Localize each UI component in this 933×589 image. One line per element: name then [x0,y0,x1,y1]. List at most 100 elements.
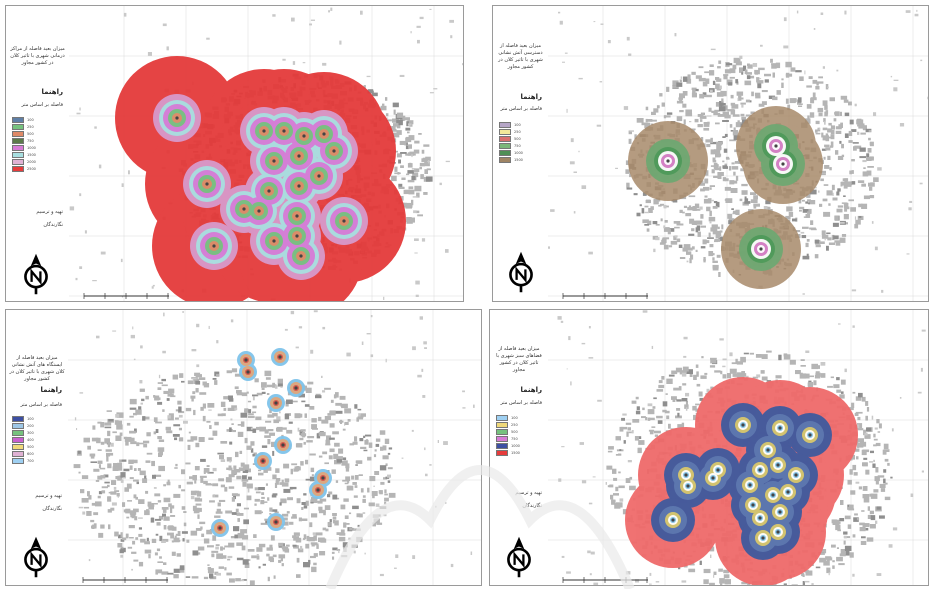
facility-point [748,483,752,487]
facility-point [342,219,346,223]
legend-label: 200 [27,423,34,428]
facility-point [218,526,222,530]
facility-point [686,484,690,488]
legend-item: 100 [496,414,520,421]
map-title: میزان بعید فاصله از مراکز درمانی شهری با… [10,46,65,66]
legend-label: 500 [514,136,521,141]
credit: تهیه و ترسیم نگارندگان [515,490,542,509]
facility-point [332,149,336,153]
legend-item: 250 [12,123,36,130]
legend-label: 500 [27,444,34,449]
legend-item: 2000 [12,158,36,165]
legend-swatch [12,137,24,144]
scale-bar [562,293,648,299]
map-panel-bottom-left: میزان بعید فاصله از ایستگاه های آتش نشان… [5,309,482,586]
facility-point [278,355,282,359]
facility-point [274,520,278,524]
legend-label: 1500 [514,157,523,162]
buffer-ring-layer [163,104,358,270]
legend-swatch [496,435,508,442]
legend-list: 100 250 500 750 1000 1500 [499,121,523,163]
legend-label: 1000 [511,443,520,448]
legend-heading: راهنما [40,386,62,394]
facility-point [261,459,265,463]
north-arrow-icon [507,536,531,578]
legend-list: 100 200 300 400 500 600 700 [12,415,34,464]
credit: تهیه و ترسیم نگارندگان [36,209,63,228]
facility-point [321,476,325,480]
facility-point [684,473,688,477]
facility-point [246,370,250,374]
legend-item: 750 [496,435,520,442]
facility-point [242,207,246,211]
legend-label: 500 [511,429,518,434]
facility-point [262,129,266,133]
legend-label: 2000 [27,159,36,164]
scale-bar [83,293,169,299]
credit-line: تهیه و ترسیم [36,209,63,215]
map-canvas [68,310,481,585]
north-arrow-icon [509,251,533,293]
facility-point [776,530,780,534]
urban-area [73,310,475,585]
legend-swatch [12,436,24,443]
facility-point [666,159,670,163]
map-title: میزان بعید فاصله از دسترسی آتش نشانی شهر… [498,43,543,70]
legend-list: 100 250 500 750 1000 1500 [496,414,520,456]
legend-item: 1500 [499,156,523,163]
legend-heading: راهنما [520,386,542,394]
facility-point [711,476,715,480]
facility-point [282,129,286,133]
buffer-ring-layer [658,136,793,259]
north-arrow-icon [24,253,48,295]
legend-sidebar: میزان بعید فاصله از دسترسی آتش نشانی شهر… [493,6,549,301]
facility-point [774,144,778,148]
facility-point [281,443,285,447]
legend-label: 750 [27,138,34,143]
facility-point [771,493,775,497]
legend-swatch [12,130,24,137]
legend-subheading: فاصله بر اساس متر [500,400,542,406]
legend-label: 2500 [27,166,36,171]
scale-bar [82,577,168,583]
legend-swatch [496,442,508,449]
facility-point [316,488,320,492]
credit-line: نگارندگان [43,222,63,228]
legend-item: 2500 [12,165,36,172]
legend-item: 1500 [12,151,36,158]
credit-line: نگارندگان [522,503,542,509]
legend-label: 250 [27,124,34,129]
facility-point [786,490,790,494]
legend-item: 1500 [496,449,520,456]
facility-point [794,473,798,477]
legend-item: 200 [12,422,34,429]
legend-item: 500 [12,443,34,450]
legend-item: 100 [12,415,34,422]
legend-item: 600 [12,450,34,457]
facility-point [781,162,785,166]
map-panel-top-right: میزان بعید فاصله از دسترسی آتش نشانی شهر… [492,5,929,302]
legend-swatch [496,449,508,456]
legend-label: 100 [511,415,518,420]
facility-point [776,463,780,467]
legend-swatch [499,149,511,156]
legend-label: 600 [27,451,34,456]
legend-subheading: فاصله بر اساس متر [500,106,542,112]
legend-sidebar: میزان بعید فاصله از ایستگاه های آتش نشان… [6,310,69,585]
legend-item: 100 [12,116,36,123]
facility-point [766,448,770,452]
legend-item: 750 [12,137,36,144]
legend-item: 400 [12,436,34,443]
legend-label: 1000 [27,145,36,150]
map-frame [68,310,481,585]
legend-item: 1000 [496,442,520,449]
legend-item: 1000 [12,144,36,151]
facility-point [212,244,216,248]
facility-point [244,358,248,362]
legend-item: 500 [496,428,520,435]
legend-swatch [12,151,24,158]
map-frame [69,6,463,301]
facility-point [272,239,276,243]
legend-swatch [12,165,24,172]
legend-swatch [496,414,508,421]
